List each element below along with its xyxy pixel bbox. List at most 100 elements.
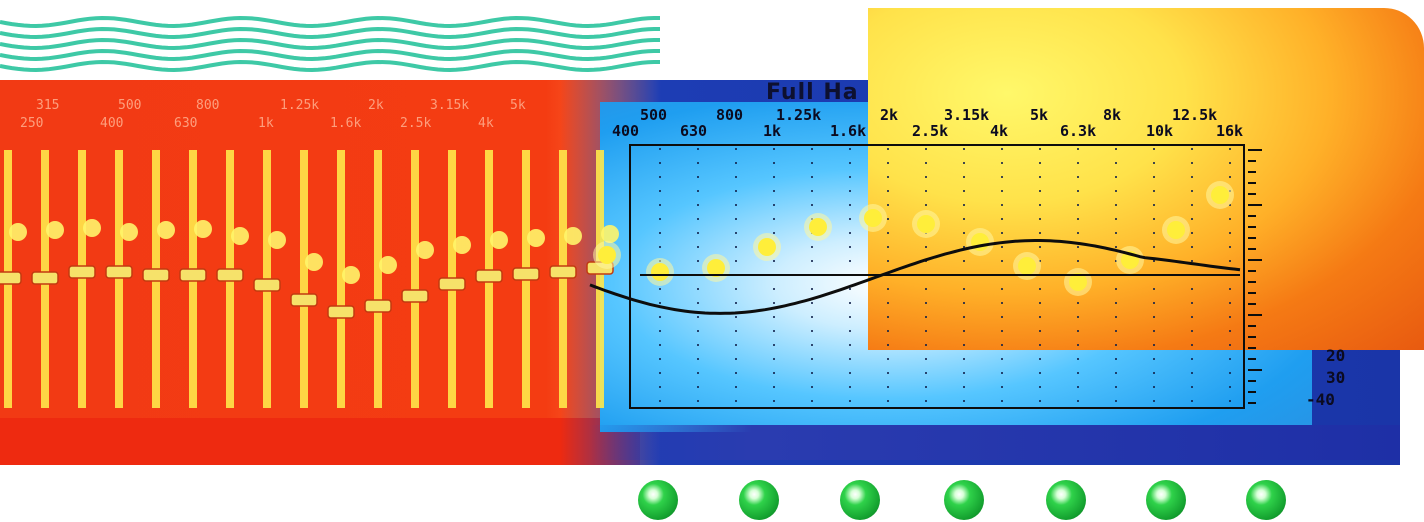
red-freq-label: 630 — [174, 116, 197, 131]
display-title: Full Ha — [766, 80, 859, 105]
red-freq-label: 1k — [258, 116, 274, 131]
red-freq-label: 800 — [196, 98, 219, 113]
slider-thumb — [365, 300, 391, 312]
slider-glow-dot — [564, 227, 582, 245]
red-freq-label: 500 — [118, 98, 141, 113]
slider-glow-dot — [268, 231, 286, 249]
freq-label: 400 — [612, 122, 639, 140]
slider-glow-dot — [120, 223, 138, 241]
eq-band-dots — [593, 181, 1234, 296]
red-freq-label: 315 — [36, 98, 59, 113]
slider-thumb — [32, 272, 58, 284]
green-knob[interactable] — [1246, 480, 1286, 520]
slider-track — [78, 150, 86, 408]
slider-track — [411, 150, 419, 408]
slider-track — [115, 150, 123, 408]
red-freq-label: 1.6k — [330, 116, 361, 131]
freq-label: 1.25k — [776, 106, 821, 124]
slider-track — [559, 150, 567, 408]
slider-thumb — [328, 306, 354, 318]
slider-thumb — [217, 269, 243, 281]
slider-glow-dot — [379, 256, 397, 274]
slider-track — [374, 150, 382, 408]
band-dot — [1211, 186, 1229, 204]
freq-label: 800 — [716, 106, 743, 124]
band-dot — [598, 246, 616, 264]
slider-glow-dot — [46, 221, 64, 239]
green-knob[interactable] — [1146, 480, 1186, 520]
teal-wave-pattern — [0, 18, 660, 70]
slider-glow-dot — [231, 227, 249, 245]
band-dot — [651, 263, 669, 281]
freq-label: 4k — [990, 122, 1008, 140]
freq-label: 1k — [763, 122, 781, 140]
slider-thumb — [550, 266, 576, 278]
slider-glow-dot — [453, 236, 471, 254]
slider-thumb — [69, 266, 95, 278]
db-scale-label: 30 — [1326, 368, 1345, 387]
slider-thumb — [476, 270, 502, 282]
green-knob[interactable] — [638, 480, 678, 520]
freq-label: 3.15k — [944, 106, 989, 124]
slider-glow-dot — [83, 219, 101, 237]
slider-thumb — [143, 269, 169, 281]
freq-label: 16k — [1216, 122, 1243, 140]
red-freq-label: 2.5k — [400, 116, 431, 131]
wave-line — [0, 18, 660, 26]
slider-track — [596, 150, 604, 408]
band-dot — [1018, 257, 1036, 275]
freq-label: 2k — [880, 106, 898, 124]
slider-glow-dot — [305, 253, 323, 271]
slider-glow-dot — [601, 225, 619, 243]
red-freq-label: 2k — [368, 98, 384, 113]
green-knob[interactable] — [1046, 480, 1086, 520]
band-dot — [1167, 221, 1185, 239]
slider-glow-dot — [416, 241, 434, 259]
slider-glow-dot — [157, 221, 175, 239]
red-freq-label: 3.15k — [430, 98, 469, 113]
wave-line — [0, 51, 660, 59]
wave-line — [0, 29, 660, 37]
slider-thumb — [180, 269, 206, 281]
graphic-eq-sliders — [0, 150, 619, 408]
band-dot — [809, 218, 827, 236]
band-dot — [758, 238, 776, 256]
red-freq-label: 400 — [100, 116, 123, 131]
freq-label: 6.3k — [1060, 122, 1096, 140]
freq-label: 8k — [1103, 106, 1121, 124]
red-freq-label: 250 — [20, 116, 43, 131]
freq-label: 2.5k — [912, 122, 948, 140]
slider-glow-dot — [490, 231, 508, 249]
slider-thumb — [439, 278, 465, 290]
eq-response-curve — [590, 241, 1240, 314]
db-scale-label: 20 — [1326, 346, 1345, 365]
green-knob[interactable] — [840, 480, 880, 520]
slider-thumb — [513, 268, 539, 280]
slider-track — [300, 150, 308, 408]
green-knob[interactable] — [739, 480, 779, 520]
slider-thumb — [106, 266, 132, 278]
db-scale-label: -40 — [1306, 390, 1335, 409]
freq-label: 1.6k — [830, 122, 866, 140]
slider-thumb — [0, 272, 21, 284]
red-freq-label: 4k — [478, 116, 494, 131]
freq-label: 630 — [680, 122, 707, 140]
freq-label: 12.5k — [1172, 106, 1217, 124]
freq-label: 5k — [1030, 106, 1048, 124]
red-freq-label: 5k — [510, 98, 526, 113]
slider-thumb — [291, 294, 317, 306]
slider-glow-dot — [9, 223, 27, 241]
slider-glow-dot — [527, 229, 545, 247]
band-dot — [917, 215, 935, 233]
freq-label: 500 — [640, 106, 667, 124]
slider-thumb — [254, 279, 280, 291]
red-freq-label: 1.25k — [280, 98, 319, 113]
band-dot — [864, 209, 882, 227]
slider-thumb — [402, 290, 428, 302]
slider-glow-dot — [194, 220, 212, 238]
wave-line — [0, 62, 660, 70]
green-knob[interactable] — [944, 480, 984, 520]
wave-line — [0, 40, 660, 48]
